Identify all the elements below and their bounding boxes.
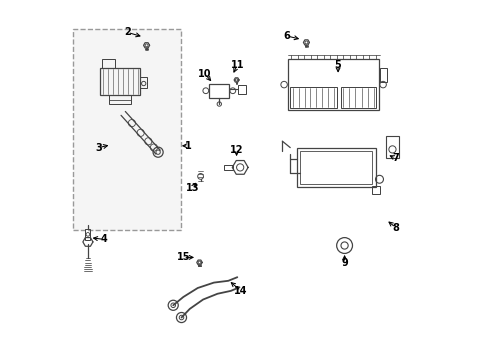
Bar [224,165,232,170]
Bar [102,59,115,68]
Text: 7: 7 [391,153,398,163]
Text: 5: 5 [334,60,341,70]
Bar [109,95,131,104]
Text: 1: 1 [185,141,192,151]
Text: 9: 9 [341,258,347,268]
Bar [340,87,375,108]
Bar [101,68,140,95]
Text: 4: 4 [101,234,107,244]
Bar [209,84,229,98]
Text: 3: 3 [95,143,102,153]
Text: 12: 12 [229,145,243,156]
Bar [289,87,337,108]
Bar [385,136,399,158]
Text: 13: 13 [185,183,199,193]
Bar [73,29,181,230]
Bar [85,229,90,240]
Text: 2: 2 [124,27,131,37]
Text: 6: 6 [283,31,290,41]
Bar [296,148,375,187]
Text: 8: 8 [391,222,398,233]
Bar [287,59,379,110]
Bar [379,68,386,82]
Bar [371,186,380,194]
Bar [238,85,245,94]
Text: 15: 15 [176,252,190,262]
Bar [300,151,371,184]
Bar [140,77,146,88]
Text: 11: 11 [230,60,244,70]
Text: 14: 14 [234,286,247,296]
Text: 10: 10 [198,69,211,79]
